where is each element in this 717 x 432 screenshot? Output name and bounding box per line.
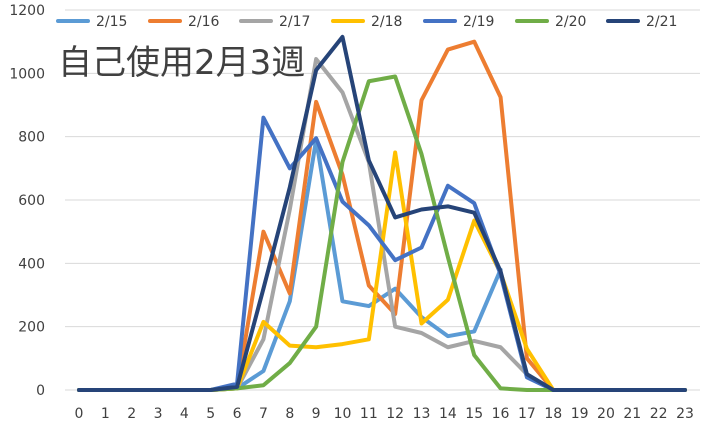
x-tick-label: 10 — [334, 406, 352, 422]
x-tick-label: 11 — [360, 406, 378, 422]
x-tick-label: 16 — [492, 406, 510, 422]
series-line-2-15 — [77, 137, 503, 392]
y-axis-tick-labels: 0 200 400 600 800 1000 1200 — [9, 3, 45, 399]
x-tick-label: 8 — [285, 406, 294, 422]
gridlines — [65, 9, 700, 328]
x-tick-label: 1 — [101, 406, 110, 422]
x-tick-label: 15 — [465, 406, 483, 422]
legend-label: 2/21 — [646, 14, 677, 30]
x-tick-label: 7 — [259, 406, 268, 422]
x-axis-tick-labels: 0 1 2 3 4 5 6 7 8 9 10 11 12 13 14 15 16 17 18 19 20 21 22 23 — [75, 406, 694, 422]
legend-label: 2/17 — [279, 14, 310, 30]
legend-label: 2/19 — [463, 14, 494, 30]
legend-label: 2/18 — [371, 14, 402, 30]
x-tick-label: 6 — [233, 406, 242, 422]
series-line-2-16 — [77, 39, 687, 392]
series-line-2-17 — [77, 57, 687, 392]
y-tick-label: 1200 — [9, 3, 45, 19]
y-tick-label: 800 — [18, 130, 45, 146]
y-tick-label: 600 — [18, 193, 45, 209]
x-tick-label: 2 — [127, 406, 136, 422]
x-tick-label: 13 — [413, 406, 431, 422]
y-tick-label: 1000 — [9, 66, 45, 82]
x-tick-label: 14 — [439, 406, 457, 422]
legend-label: 2/20 — [555, 14, 586, 30]
chart-title: 自己使用2月3週 — [58, 43, 305, 83]
y-tick-label: 0 — [36, 383, 45, 399]
x-tick-label: 9 — [312, 406, 321, 422]
series-lines — [77, 34, 687, 392]
x-tick-label: 21 — [623, 406, 641, 422]
legend-label: 2/15 — [96, 14, 127, 30]
y-tick-label: 400 — [18, 256, 45, 272]
legend: 2/15 2/16 2/17 2/18 2/19 2/20 2/21 — [56, 14, 677, 30]
y-tick-label: 200 — [18, 320, 45, 336]
x-tick-label: 5 — [206, 406, 215, 422]
legend-label: 2/16 — [188, 14, 220, 30]
x-tick-label: 17 — [518, 406, 536, 422]
x-tick-label: 18 — [544, 406, 562, 422]
x-tick-label: 20 — [597, 406, 615, 422]
x-tick-label: 12 — [386, 406, 404, 422]
x-tick-label: 23 — [676, 406, 694, 422]
x-tick-label: 0 — [75, 406, 84, 422]
x-tick-label: 4 — [180, 406, 189, 422]
x-tick-label: 22 — [650, 406, 668, 422]
series-line-2-21 — [77, 34, 687, 392]
x-tick-label: 19 — [571, 406, 589, 422]
x-tick-label: 3 — [154, 406, 163, 422]
